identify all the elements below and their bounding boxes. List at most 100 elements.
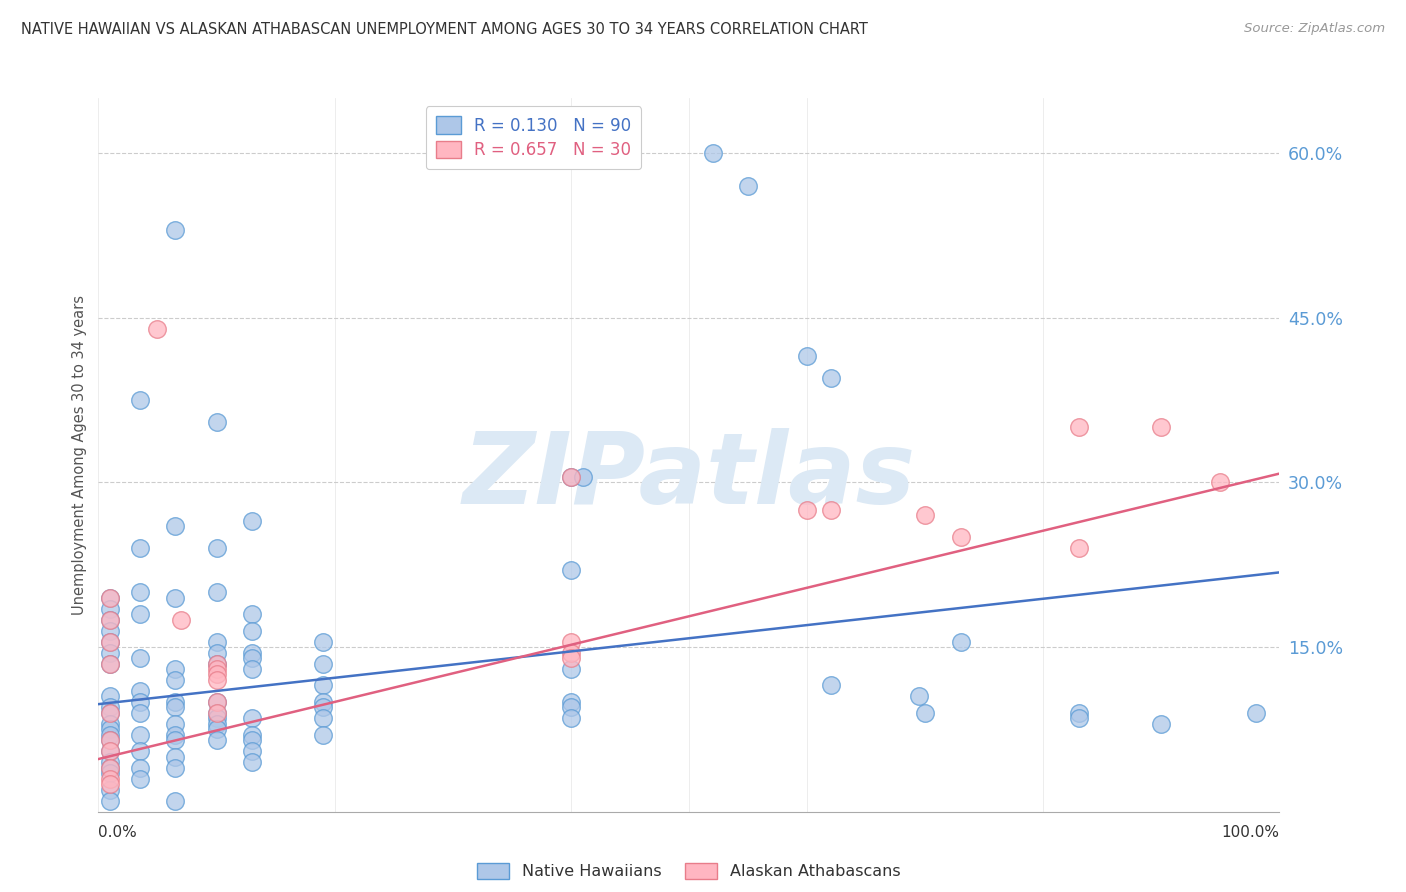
Text: 100.0%: 100.0% bbox=[1222, 825, 1279, 840]
Point bbox=[560, 563, 582, 577]
Point bbox=[1067, 420, 1090, 434]
Point bbox=[128, 728, 150, 742]
Point bbox=[949, 530, 972, 544]
Point bbox=[240, 744, 263, 758]
Point bbox=[205, 541, 228, 556]
Point bbox=[1067, 706, 1090, 720]
Point bbox=[914, 706, 936, 720]
Point bbox=[98, 634, 121, 648]
Point bbox=[98, 690, 121, 704]
Point bbox=[98, 591, 121, 605]
Point bbox=[312, 700, 335, 714]
Point bbox=[205, 634, 228, 648]
Point bbox=[98, 782, 121, 797]
Point bbox=[820, 503, 842, 517]
Text: Source: ZipAtlas.com: Source: ZipAtlas.com bbox=[1244, 22, 1385, 36]
Point bbox=[205, 723, 228, 737]
Point bbox=[170, 613, 193, 627]
Point bbox=[165, 695, 187, 709]
Point bbox=[128, 585, 150, 599]
Point bbox=[240, 733, 263, 747]
Point bbox=[165, 733, 187, 747]
Point bbox=[128, 744, 150, 758]
Point bbox=[128, 706, 150, 720]
Point bbox=[312, 678, 335, 692]
Point bbox=[312, 657, 335, 671]
Point bbox=[312, 728, 335, 742]
Point bbox=[98, 723, 121, 737]
Point bbox=[312, 695, 335, 709]
Point bbox=[914, 508, 936, 523]
Point bbox=[165, 662, 187, 676]
Point bbox=[560, 662, 582, 676]
Point bbox=[98, 717, 121, 731]
Point bbox=[98, 794, 121, 808]
Point bbox=[128, 695, 150, 709]
Point bbox=[98, 613, 121, 627]
Point bbox=[98, 761, 121, 775]
Point bbox=[240, 607, 263, 621]
Point bbox=[165, 223, 187, 237]
Point bbox=[98, 624, 121, 638]
Point bbox=[240, 756, 263, 770]
Point bbox=[205, 657, 228, 671]
Point bbox=[98, 634, 121, 648]
Point bbox=[98, 772, 121, 786]
Text: ZIPatlas: ZIPatlas bbox=[463, 428, 915, 524]
Point bbox=[205, 585, 228, 599]
Point bbox=[240, 624, 263, 638]
Point bbox=[128, 761, 150, 775]
Point bbox=[560, 646, 582, 660]
Point bbox=[205, 657, 228, 671]
Point bbox=[205, 695, 228, 709]
Point bbox=[205, 733, 228, 747]
Point bbox=[165, 673, 187, 687]
Point bbox=[98, 728, 121, 742]
Legend: Native Hawaiians, Alaskan Athabascans: Native Hawaiians, Alaskan Athabascans bbox=[471, 856, 907, 886]
Point bbox=[1209, 475, 1232, 490]
Point bbox=[205, 646, 228, 660]
Point bbox=[165, 519, 187, 533]
Point bbox=[560, 651, 582, 665]
Point bbox=[240, 514, 263, 528]
Point bbox=[128, 772, 150, 786]
Point bbox=[98, 646, 121, 660]
Point bbox=[1244, 706, 1267, 720]
Point bbox=[98, 766, 121, 780]
Point bbox=[98, 733, 121, 747]
Point bbox=[560, 695, 582, 709]
Point bbox=[205, 673, 228, 687]
Point bbox=[1067, 711, 1090, 725]
Point bbox=[98, 733, 121, 747]
Point bbox=[240, 711, 263, 725]
Point bbox=[560, 470, 582, 484]
Point bbox=[205, 706, 228, 720]
Point bbox=[98, 756, 121, 770]
Point bbox=[1150, 717, 1173, 731]
Text: NATIVE HAWAIIAN VS ALASKAN ATHABASCAN UNEMPLOYMENT AMONG AGES 30 TO 34 YEARS COR: NATIVE HAWAIIAN VS ALASKAN ATHABASCAN UN… bbox=[21, 22, 868, 37]
Point bbox=[98, 744, 121, 758]
Point bbox=[98, 657, 121, 671]
Point bbox=[98, 591, 121, 605]
Point bbox=[949, 634, 972, 648]
Point bbox=[205, 415, 228, 429]
Point bbox=[560, 634, 582, 648]
Point bbox=[820, 678, 842, 692]
Point bbox=[560, 700, 582, 714]
Point bbox=[98, 744, 121, 758]
Point bbox=[165, 700, 187, 714]
Point bbox=[560, 711, 582, 725]
Point bbox=[240, 662, 263, 676]
Point bbox=[146, 321, 169, 335]
Point bbox=[165, 794, 187, 808]
Point bbox=[165, 728, 187, 742]
Point bbox=[98, 706, 121, 720]
Point bbox=[702, 146, 724, 161]
Point bbox=[165, 761, 187, 775]
Point bbox=[165, 717, 187, 731]
Point bbox=[737, 178, 759, 193]
Point bbox=[165, 591, 187, 605]
Point bbox=[128, 684, 150, 698]
Point bbox=[98, 700, 121, 714]
Point bbox=[205, 695, 228, 709]
